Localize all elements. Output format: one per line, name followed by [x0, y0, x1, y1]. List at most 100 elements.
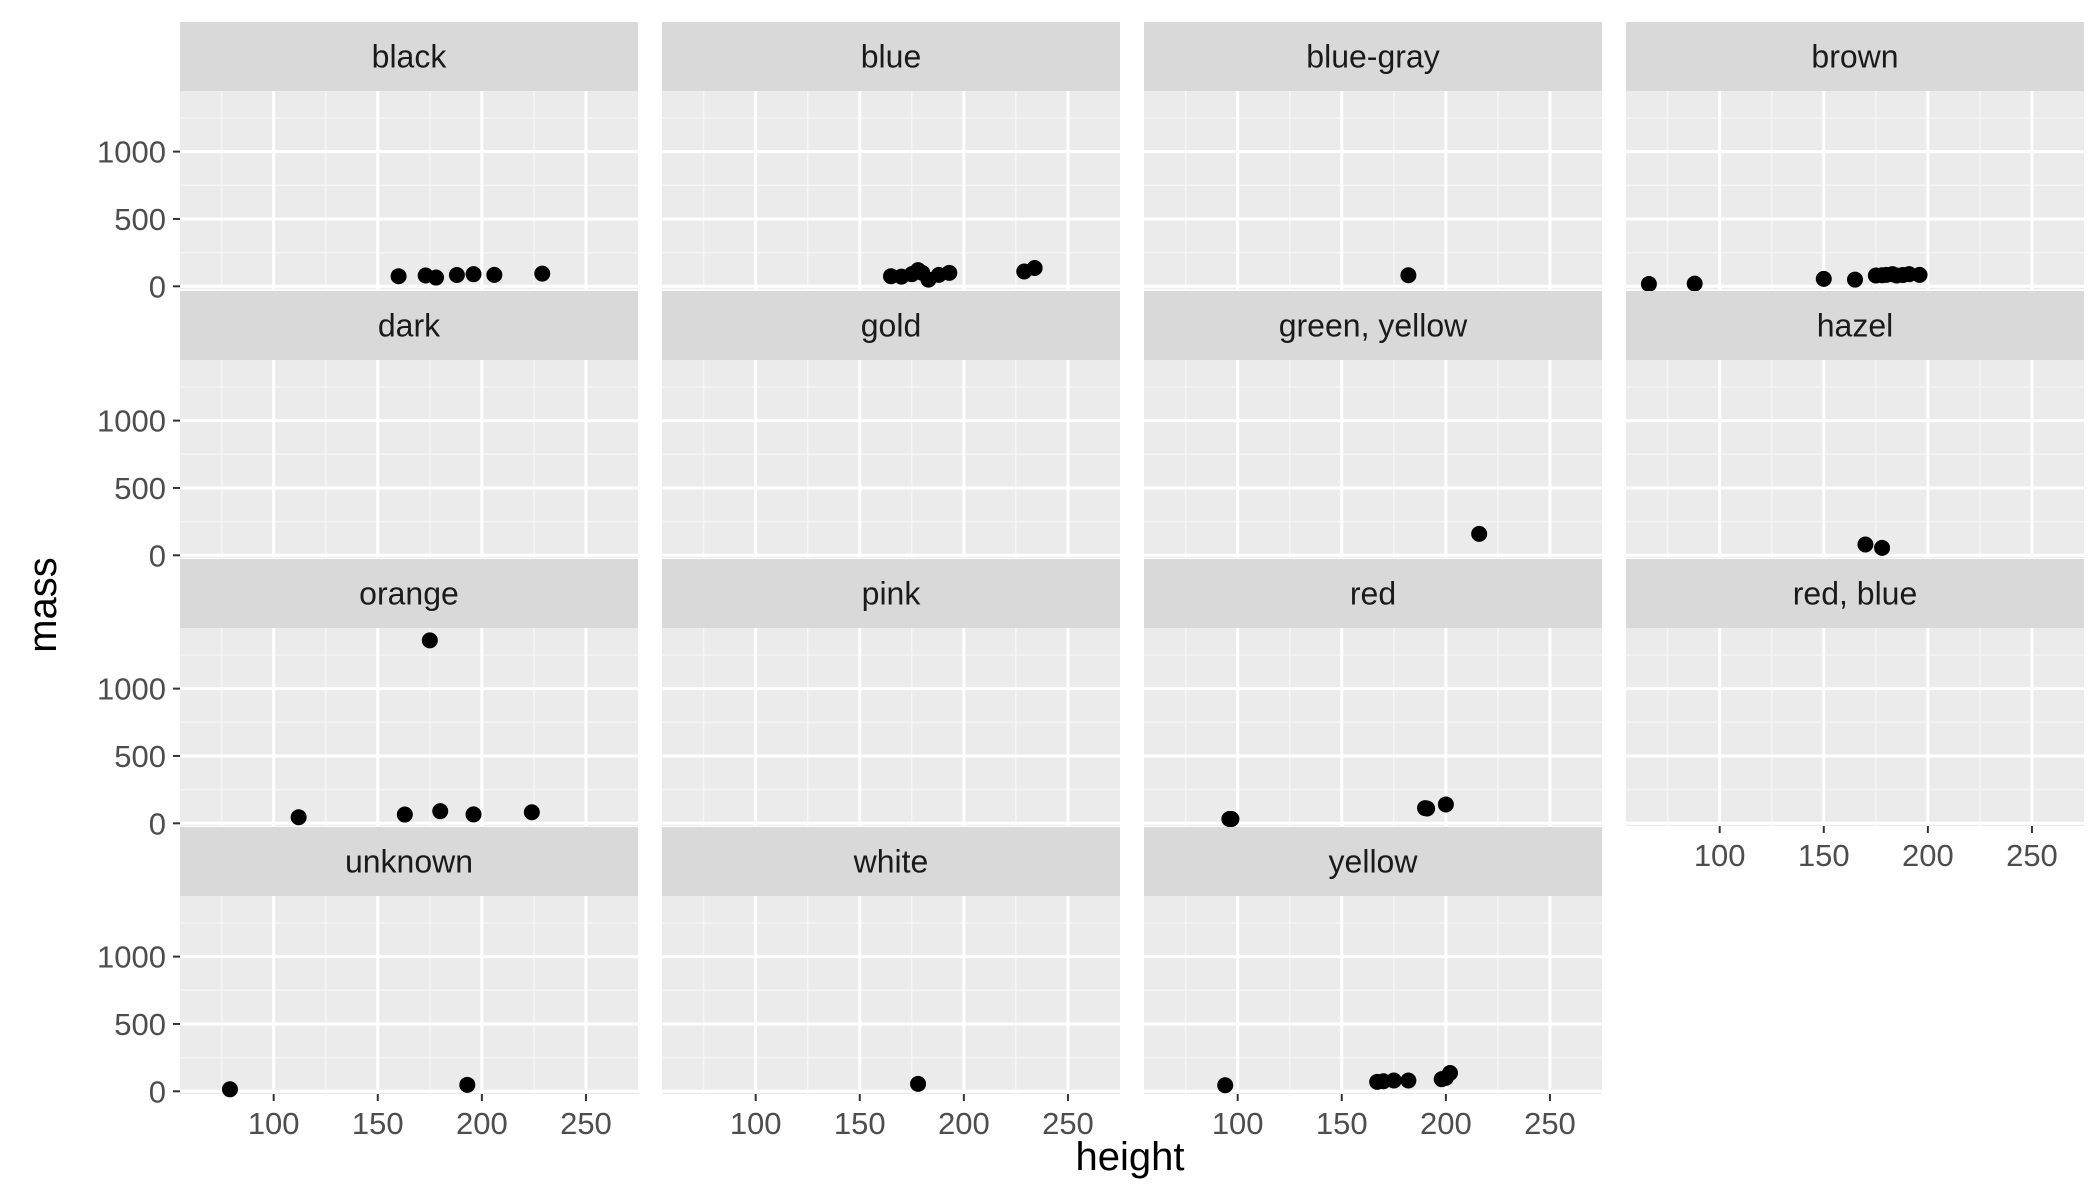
facet-strip-label: orange [359, 576, 459, 612]
facet-panel-background [180, 91, 638, 289]
facet-panel: dark 0 500 1000 [97, 291, 638, 573]
data-point [941, 264, 958, 281]
y-tick-label: 500 [114, 739, 166, 774]
facet-strip-label: dark [378, 308, 441, 344]
y-tick-label: 0 [149, 1074, 166, 1109]
facet-strip [180, 291, 638, 360]
facet-grid: black 0 500 1000 blue blue-gray brown dark 0 500 1… [97, 22, 2084, 1141]
facet-strip [1144, 827, 1602, 896]
y-tick-label: 500 [114, 471, 166, 506]
x-tick-label: 250 [2006, 838, 2058, 873]
data-point [432, 803, 449, 820]
facet-panel: blue [662, 22, 1120, 289]
data-point [1847, 271, 1863, 288]
facet-panel-background [662, 628, 1120, 826]
facet-panel: red [1144, 559, 1602, 827]
data-point [523, 804, 540, 821]
data-point [1471, 525, 1488, 542]
facet-panel-background [180, 360, 638, 558]
data-point [486, 266, 503, 283]
data-point [459, 1076, 476, 1093]
x-tick-label: 150 [352, 1106, 404, 1141]
x-tick-label: 100 [1212, 1106, 1264, 1141]
y-tick-label: 500 [114, 1007, 166, 1042]
x-tick-label: 200 [1902, 838, 1954, 873]
x-tick-label: 150 [1798, 838, 1850, 873]
data-point [290, 809, 307, 826]
data-point [1442, 1064, 1459, 1081]
data-point [465, 266, 482, 283]
facet-panel-background [180, 628, 638, 826]
facet-strip-label: hazel [1817, 308, 1894, 344]
facet-strip-label: gold [861, 308, 922, 344]
data-point [534, 265, 551, 282]
data-point [1419, 800, 1436, 817]
facet-strip [1144, 22, 1602, 91]
facet-panel-background [1626, 628, 2084, 826]
data-point [1400, 1072, 1417, 1089]
facet-strip-label: white [853, 844, 929, 880]
data-point [1385, 1072, 1402, 1089]
data-point [390, 268, 407, 285]
facet-panel-background [1144, 896, 1602, 1094]
facet-panel: green, yellow [1144, 291, 1602, 558]
y-tick-label: 0 [149, 806, 166, 841]
facet-panel: white 100 150 200 250 [662, 827, 1120, 1141]
data-point [428, 269, 445, 286]
facet-panel: blue-gray [1144, 22, 1602, 289]
facet-strip [662, 22, 1120, 91]
x-tick-label: 200 [1420, 1106, 1472, 1141]
data-point [1026, 259, 1043, 276]
facet-panel-background [662, 360, 1120, 558]
x-tick-label: 100 [730, 1106, 782, 1141]
data-point [1874, 539, 1891, 556]
facet-panel: hazel [1626, 291, 2084, 558]
x-tick-label: 200 [938, 1106, 990, 1141]
data-point [910, 1075, 927, 1092]
facet-panel: orange 0 500 1000 [97, 559, 638, 841]
x-tick-label: 100 [1694, 838, 1746, 873]
data-point [421, 632, 438, 649]
facet-strip [1626, 22, 2084, 91]
facet-strip [662, 559, 1120, 628]
x-tick-label: 250 [560, 1106, 612, 1141]
facet-strip [1144, 559, 1602, 628]
x-tick-label: 250 [1042, 1106, 1094, 1141]
data-point [1640, 276, 1657, 293]
data-point [1437, 796, 1454, 813]
x-tick-label: 150 [1316, 1106, 1368, 1141]
y-tick-label: 1000 [97, 940, 166, 975]
y-tick-label: 1000 [97, 135, 166, 170]
facet-strip-label: brown [1811, 39, 1898, 75]
facet-panel-background [1144, 628, 1602, 826]
facet-strip [662, 827, 1120, 896]
y-tick-label: 500 [114, 202, 166, 237]
data-point [1815, 270, 1832, 287]
facet-strip-label: blue-gray [1306, 39, 1439, 75]
y-tick-label: 1000 [97, 404, 166, 439]
facet-strip-label: black [372, 39, 448, 75]
facet-strip [180, 22, 638, 91]
data-point [465, 806, 482, 823]
x-axis-title: height [1076, 1135, 1185, 1179]
data-point [1911, 266, 1928, 283]
facet-panel: brown [1626, 22, 2084, 293]
facet-panel: pink [662, 559, 1120, 826]
facet-strip [1626, 559, 2084, 628]
x-tick-label: 100 [248, 1106, 300, 1141]
facet-strip [1144, 291, 1602, 360]
facet-panel-background [662, 91, 1120, 289]
facet-panel: red, blue 100 150 200 250 [1626, 559, 2084, 873]
data-point [1223, 810, 1240, 827]
x-tick-label: 200 [456, 1106, 508, 1141]
facet-strip-label: blue [861, 39, 922, 75]
facet-panel: unknown 0 500 1000 100 150 200 250 [97, 827, 638, 1141]
facet-panel: gold [662, 291, 1120, 558]
facet-strip-label: yellow [1329, 844, 1419, 880]
facet-strip [180, 827, 638, 896]
facet-strip [662, 291, 1120, 360]
facet-strip [180, 559, 638, 628]
data-point [1400, 267, 1417, 284]
x-tick-label: 250 [1524, 1106, 1576, 1141]
